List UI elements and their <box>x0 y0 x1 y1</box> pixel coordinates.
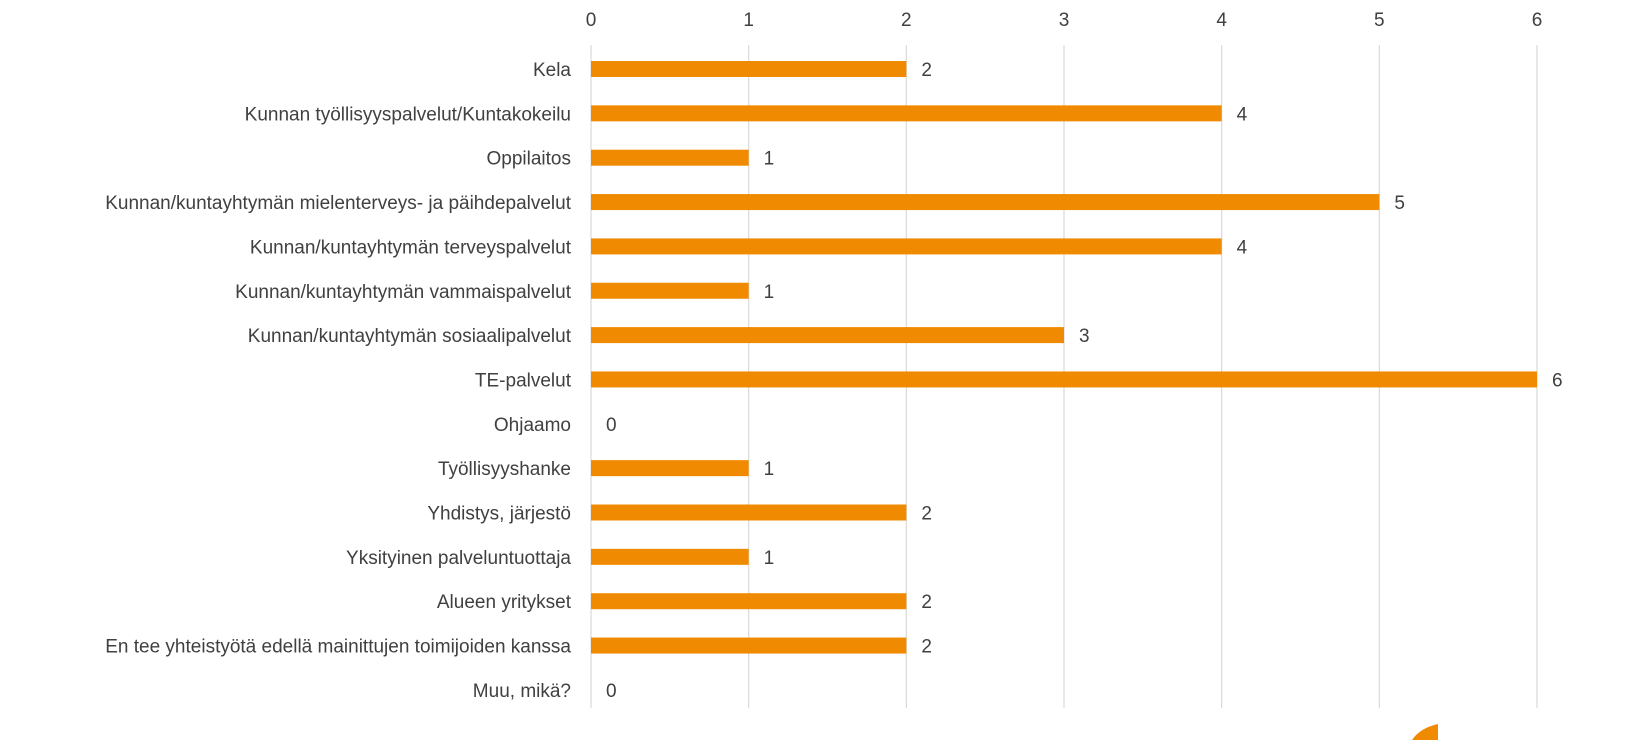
category-label: Yhdistys, järjestö <box>427 504 571 525</box>
category-label: Oppilaitos <box>487 149 572 170</box>
data-label: 2 <box>921 60 932 81</box>
bar <box>591 637 907 654</box>
x-tick-label: 1 <box>743 10 754 31</box>
category-label: Ohjaamo <box>494 415 571 436</box>
decorative-corner-mark <box>1412 724 1438 740</box>
bar <box>591 238 1222 255</box>
data-label: 4 <box>1237 237 1248 258</box>
data-label: 0 <box>606 415 617 436</box>
bar <box>591 194 1380 211</box>
category-label: Kunnan työllisyyspalvelut/Kuntakokeilu <box>245 104 571 125</box>
data-label: 0 <box>606 681 617 702</box>
x-axis-ticks: 0 1 2 3 4 5 6 <box>586 10 1543 31</box>
category-label: Muu, mikä? <box>473 681 571 702</box>
category-labels: Kela Kunnan työllisyyspalvelut/Kuntakokei… <box>105 60 571 702</box>
bar <box>591 460 749 477</box>
data-label: 1 <box>764 459 775 480</box>
bar <box>591 149 749 166</box>
category-label: Kunnan/kuntayhtymän sosiaalipalvelut <box>248 326 572 347</box>
x-tick-label: 5 <box>1374 10 1385 31</box>
x-tick-label: 6 <box>1532 10 1543 31</box>
category-label: Kunnan/kuntayhtymän mielenterveys- ja pä… <box>105 193 571 214</box>
bar <box>591 105 1222 122</box>
category-label: En tee yhteistyötä edellä mainittujen to… <box>105 637 571 658</box>
data-label: 5 <box>1394 193 1405 214</box>
data-label: 6 <box>1552 370 1563 391</box>
bar <box>591 593 907 610</box>
x-tick-label: 2 <box>901 10 912 31</box>
category-label: Kunnan/kuntayhtymän vammaispalvelut <box>235 282 572 303</box>
data-label: 2 <box>921 504 932 525</box>
category-label: Kunnan/kuntayhtymän terveyspalvelut <box>250 237 572 258</box>
data-labels: 2 4 1 5 4 1 3 6 0 1 2 1 2 2 0 <box>606 60 1563 702</box>
data-label: 3 <box>1079 326 1090 347</box>
x-tick-label: 0 <box>586 10 597 31</box>
category-label: TE-palvelut <box>475 370 572 391</box>
data-label: 1 <box>764 149 775 170</box>
bar <box>591 61 907 77</box>
data-label: 2 <box>921 637 932 658</box>
data-label: 4 <box>1237 104 1248 125</box>
bar <box>591 504 907 521</box>
data-label: 2 <box>921 592 932 613</box>
bar <box>591 371 1537 388</box>
bars <box>591 61 1537 654</box>
bar <box>591 327 1064 344</box>
category-label: Työllisyyshanke <box>438 459 571 480</box>
category-label: Alueen yritykset <box>437 592 572 613</box>
category-label: Yksityinen palveluntuottaja <box>346 548 571 569</box>
data-label: 1 <box>764 282 775 303</box>
x-tick-label: 3 <box>1059 10 1070 31</box>
bar <box>591 282 749 299</box>
x-tick-label: 4 <box>1216 10 1227 31</box>
data-label: 1 <box>764 548 775 569</box>
bar <box>591 548 749 565</box>
category-label: Kela <box>533 60 571 81</box>
